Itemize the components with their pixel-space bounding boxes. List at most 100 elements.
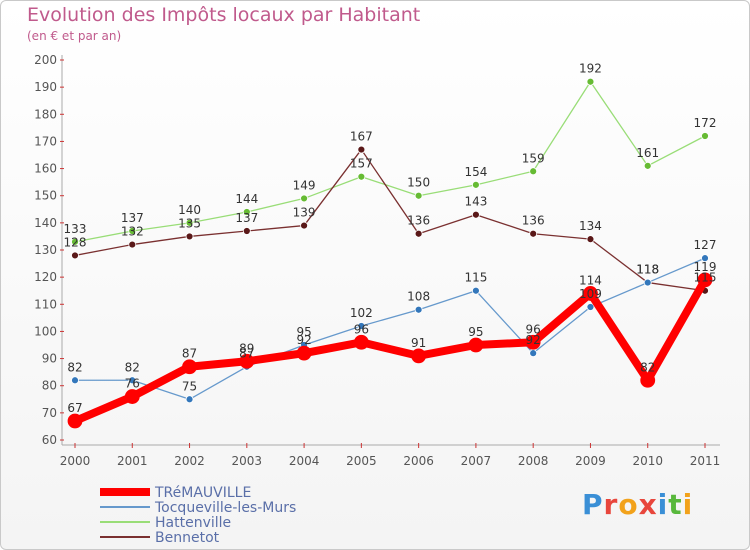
data-point — [529, 167, 538, 176]
data-label: 154 — [464, 165, 487, 179]
chart-subtitle: (en € et par an) — [27, 29, 122, 43]
data-label: 115 — [464, 271, 487, 285]
data-point — [414, 191, 423, 200]
y-tick-label: 70 — [42, 406, 57, 420]
data-label: 144 — [235, 192, 258, 206]
chart-axes: 60 70 80 90 100 110 120 130 140 150 160 170 180 190 20… — [34, 53, 720, 468]
data-label: 139 — [293, 206, 316, 220]
data-label: 76 — [125, 377, 140, 391]
data-label: 167 — [350, 130, 373, 144]
data-label: 87 — [239, 347, 254, 361]
y-tick-label: 170 — [34, 134, 57, 148]
data-label: 136 — [522, 214, 545, 228]
data-label: 127 — [694, 238, 717, 252]
y-tick-label: 180 — [34, 107, 57, 121]
data-point — [71, 251, 79, 260]
x-tick-label: 2011 — [690, 454, 721, 468]
data-point — [185, 395, 194, 404]
data-point — [697, 272, 713, 288]
y-tick-label: 200 — [34, 53, 57, 67]
data-point — [71, 237, 79, 246]
data-point — [472, 180, 480, 189]
data-label: 149 — [293, 178, 316, 192]
y-tick-label: 130 — [34, 243, 57, 257]
data-labels: 133 137 140 144 149 157 150 154 159 192 161 172 128 1… — [64, 62, 717, 415]
data-label: 132 — [121, 225, 144, 239]
series-line — [74, 148, 706, 292]
data-label: 118 — [636, 263, 659, 277]
data-label: 161 — [636, 146, 659, 160]
data-point — [128, 376, 137, 385]
chart-title: Evolution des Impôts locaux par Habitant — [27, 4, 421, 26]
logo-letter: x — [638, 488, 658, 521]
data-label: 114 — [579, 273, 602, 287]
data-label: 128 — [64, 235, 87, 249]
data-point — [242, 227, 251, 235]
data-label: 82 — [67, 360, 82, 374]
data-point — [185, 218, 194, 227]
data-point — [468, 337, 484, 353]
data-label: 91 — [411, 336, 426, 350]
x-tick-label: 2003 — [232, 454, 263, 468]
x-tick-label: 2010 — [632, 454, 663, 468]
x-tick-label: 2008 — [518, 454, 549, 468]
data-label: 136 — [407, 214, 430, 228]
data-point — [300, 221, 308, 230]
data-label: 119 — [694, 260, 717, 274]
data-point — [128, 240, 137, 249]
data-label: 137 — [121, 211, 144, 225]
data-point — [643, 278, 652, 287]
data-label: 67 — [67, 401, 82, 415]
y-tick-label: 190 — [34, 80, 57, 94]
data-label: 82 — [125, 360, 140, 374]
x-tick-label: 2009 — [575, 454, 606, 468]
data-label: 89 — [239, 341, 254, 355]
proxiti-logo: Proxiti — [582, 488, 693, 521]
data-label: 133 — [64, 222, 87, 236]
data-point — [242, 208, 251, 216]
x-tick-label: 2001 — [117, 454, 148, 468]
data-point — [411, 348, 427, 364]
legend-label: Bennetot — [155, 530, 220, 546]
data-label: 102 — [350, 306, 373, 320]
chart-series — [67, 77, 713, 429]
data-label: 134 — [579, 219, 602, 233]
data-point — [357, 145, 366, 154]
legend-label: Hattenville — [155, 515, 231, 531]
data-label: 108 — [407, 290, 430, 304]
data-label: 96 — [354, 322, 369, 336]
data-point — [586, 235, 595, 244]
logo-letter: P — [582, 488, 604, 521]
data-point — [67, 413, 83, 429]
x-tick-label: 2002 — [174, 454, 205, 468]
data-label: 75 — [182, 379, 197, 393]
y-tick-label: 140 — [34, 216, 57, 230]
logo-letter: i — [682, 488, 694, 521]
data-point — [701, 132, 709, 140]
logo-letter: t — [668, 488, 683, 521]
data-label: 115 — [694, 271, 717, 285]
data-point — [643, 161, 652, 170]
data-point — [586, 303, 595, 311]
data-label: 192 — [579, 62, 602, 76]
y-tick-label: 100 — [34, 324, 57, 338]
y-tick-label: 120 — [34, 270, 57, 284]
data-label: 172 — [694, 116, 717, 130]
data-point — [124, 389, 140, 404]
data-label: 157 — [350, 157, 373, 171]
x-tick-label: 2000 — [60, 454, 91, 468]
x-tick-label: 2005 — [346, 454, 377, 468]
data-point — [71, 376, 79, 385]
y-tick-label: 80 — [42, 379, 57, 393]
data-label: 92 — [296, 333, 311, 347]
x-tick-label: 2007 — [461, 454, 492, 468]
data-point — [128, 227, 137, 235]
data-label: 118 — [636, 263, 659, 277]
logo-letter: r — [603, 488, 619, 521]
legend-label: TRéMAUVILLE — [154, 485, 251, 501]
data-point — [353, 334, 369, 350]
data-point — [525, 334, 541, 350]
chart-legend: TRéMAUVILLETocqueville-les-MursHattenvil… — [100, 485, 296, 546]
data-point — [357, 172, 366, 181]
